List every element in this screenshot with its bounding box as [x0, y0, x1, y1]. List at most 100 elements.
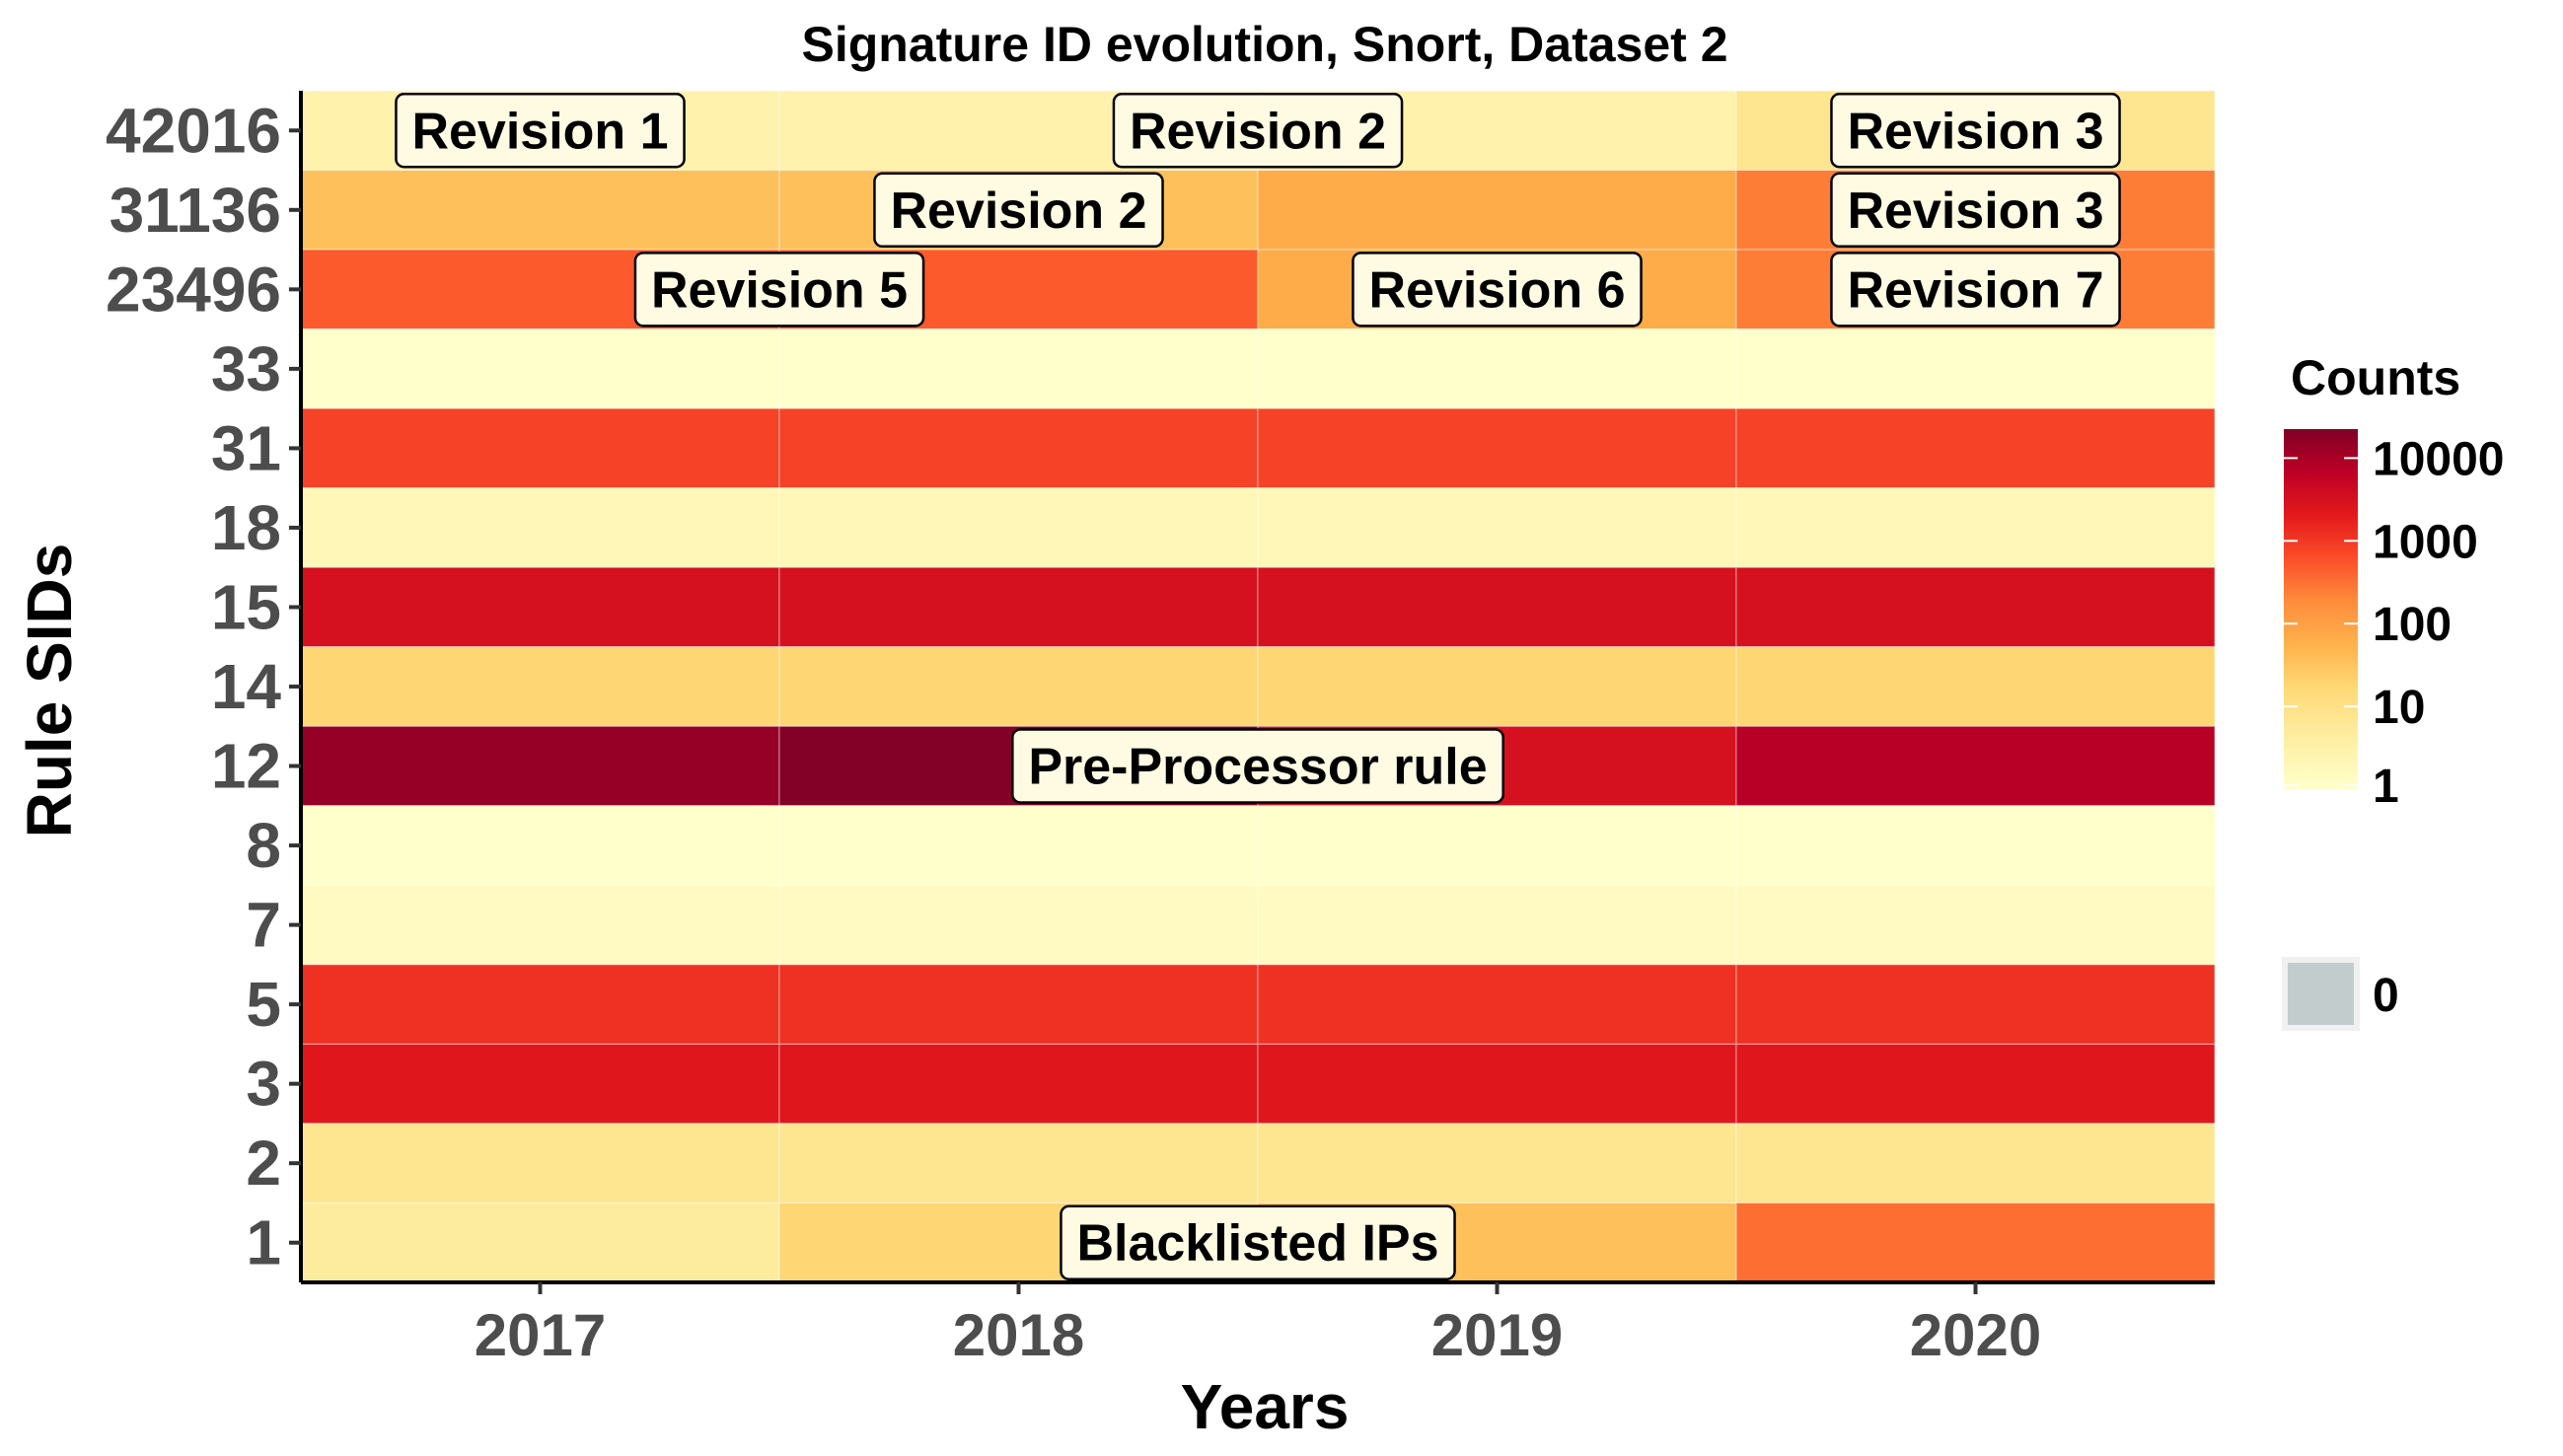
colorbar-label: 10000 [2373, 433, 2504, 485]
colorbar-label: 1 [2373, 761, 2399, 813]
y-tick-label: 1 [246, 1207, 281, 1278]
heatmap-cell [778, 646, 1259, 727]
y-tick-label: 15 [211, 571, 281, 642]
annotation-box [1112, 93, 1404, 169]
x-axis-title: Years [1181, 1371, 1350, 1442]
y-tick-label: 31136 [110, 175, 281, 246]
annotation-label: Revision 1 [395, 93, 686, 169]
y-tick-label: 33 [211, 333, 281, 404]
annotation-text: Revision 7 [1847, 261, 2103, 319]
annotation-label: Revision 2 [873, 172, 1164, 249]
y-tick-label: 3 [246, 1049, 281, 1120]
annotation-box [1352, 252, 1643, 328]
y-tick-label: 23496 [106, 254, 281, 325]
annotation-label: Revision 5 [633, 252, 925, 328]
heatmap-cell [778, 407, 1259, 489]
heatmap-cell [300, 725, 780, 807]
heatmap-cell [1257, 1043, 1737, 1125]
annotation-box [1830, 252, 2121, 328]
heatmap-cell [300, 566, 780, 648]
heatmap-cell [300, 1043, 780, 1125]
colorbar-label: 1000 [2373, 516, 2478, 568]
chart-title: Signature ID evolution, Snort, Dataset 2 [801, 17, 1727, 72]
annotation-label: Blacklisted IPs [1060, 1204, 1456, 1280]
heatmap-cell [300, 805, 780, 886]
annotation-text: Revision 3 [1847, 103, 2103, 160]
heatmap-cell [300, 407, 780, 489]
heatmap-cell [1257, 407, 1737, 489]
heatmap-cell [778, 566, 1259, 648]
x-tick-label: 2017 [475, 1302, 606, 1368]
annotation-label: Revision 3 [1830, 93, 2121, 169]
y-tick-label: 7 [246, 890, 281, 961]
annotation-box [1060, 1204, 1456, 1280]
heatmap-cell [1257, 646, 1737, 727]
annotation-label: Revision 3 [1830, 172, 2121, 249]
heatmap-cell [1257, 884, 1737, 966]
annotation-text: Blacklisted IPs [1076, 1215, 1438, 1273]
heatmap-cell [778, 1123, 1259, 1203]
heatmap-cell [300, 170, 780, 251]
y-tick-label: 2 [246, 1128, 281, 1199]
annotation-label: Pre-Processor rule [1011, 728, 1504, 804]
annotation-label: Revision 6 [1352, 252, 1643, 328]
heatmap-cell [1257, 805, 1737, 886]
heatmap-cell [1735, 407, 2216, 489]
heatmap-cell [1257, 566, 1737, 648]
heatmap-cell [1735, 884, 2216, 966]
annotation-text: Revision 5 [651, 261, 908, 319]
heatmap-cell [1735, 964, 2216, 1045]
annotation-box [873, 172, 1164, 249]
y-tick-label: 18 [211, 492, 281, 563]
heatmap-cell [778, 964, 1259, 1045]
y-tick-label: 5 [246, 969, 281, 1040]
heatmap-cell [1257, 1123, 1737, 1203]
x-tick-labels: 2017 2018 2019 2020 [475, 1302, 2041, 1368]
annotation-label: Revision 7 [1830, 252, 2121, 328]
annotation-text: Revision 2 [890, 182, 1146, 240]
heatmap-cell [1735, 1123, 2216, 1203]
heatmap-cell [300, 487, 780, 568]
y-tick-label: 14 [211, 651, 282, 722]
heatmap-cell [1735, 1201, 2216, 1283]
heatmap-cell [300, 884, 780, 966]
heatmap-cell [1735, 566, 2216, 648]
colorbar-label: 10 [2373, 682, 2425, 734]
annotation-text: Revision 1 [411, 103, 668, 160]
legend-title: Counts [2291, 350, 2460, 405]
axes [289, 91, 2215, 1294]
x-tick-label: 2018 [953, 1302, 1084, 1368]
heatmap-cell [778, 1043, 1259, 1125]
heatmap-cell [1735, 805, 2216, 886]
heatmap-cell [300, 1201, 780, 1283]
heatmap-cell [778, 884, 1259, 966]
annotation-text: Revision 3 [1847, 182, 2103, 240]
heatmap-cell [1735, 1043, 2216, 1125]
heatmap-cell [1257, 964, 1737, 1045]
x-tick-label: 2019 [1431, 1302, 1563, 1368]
colorbar [2284, 429, 2358, 789]
heatmap-cell [778, 805, 1259, 886]
heatmap-cell [1735, 328, 2216, 409]
x-tick-label: 2020 [1910, 1302, 2041, 1368]
annotation-box [395, 93, 686, 169]
annotation-text: Pre-Processor rule [1028, 739, 1487, 796]
zero-label: 0 [2373, 970, 2399, 1022]
heatmap-cell [778, 487, 1259, 568]
annotation-text: Revision 6 [1368, 261, 1625, 319]
heatmap-cell [1735, 646, 2216, 727]
colorbar-label: 100 [2373, 599, 2452, 651]
y-tick-label: 8 [246, 810, 281, 881]
heatmap-cell [1735, 487, 2216, 568]
zero-swatch [2288, 963, 2354, 1025]
heatmap-cell [778, 328, 1259, 409]
annotation-box [1830, 93, 2121, 169]
heatmap-cell [300, 964, 780, 1045]
heatmap-cell [1257, 170, 1737, 251]
y-tick-label: 31 [211, 412, 281, 483]
heatmap-cell [1257, 487, 1737, 568]
y-tick-label: 42016 [106, 95, 281, 166]
annotation-label: Revision 2 [1112, 93, 1404, 169]
annotation-box [1011, 728, 1504, 804]
